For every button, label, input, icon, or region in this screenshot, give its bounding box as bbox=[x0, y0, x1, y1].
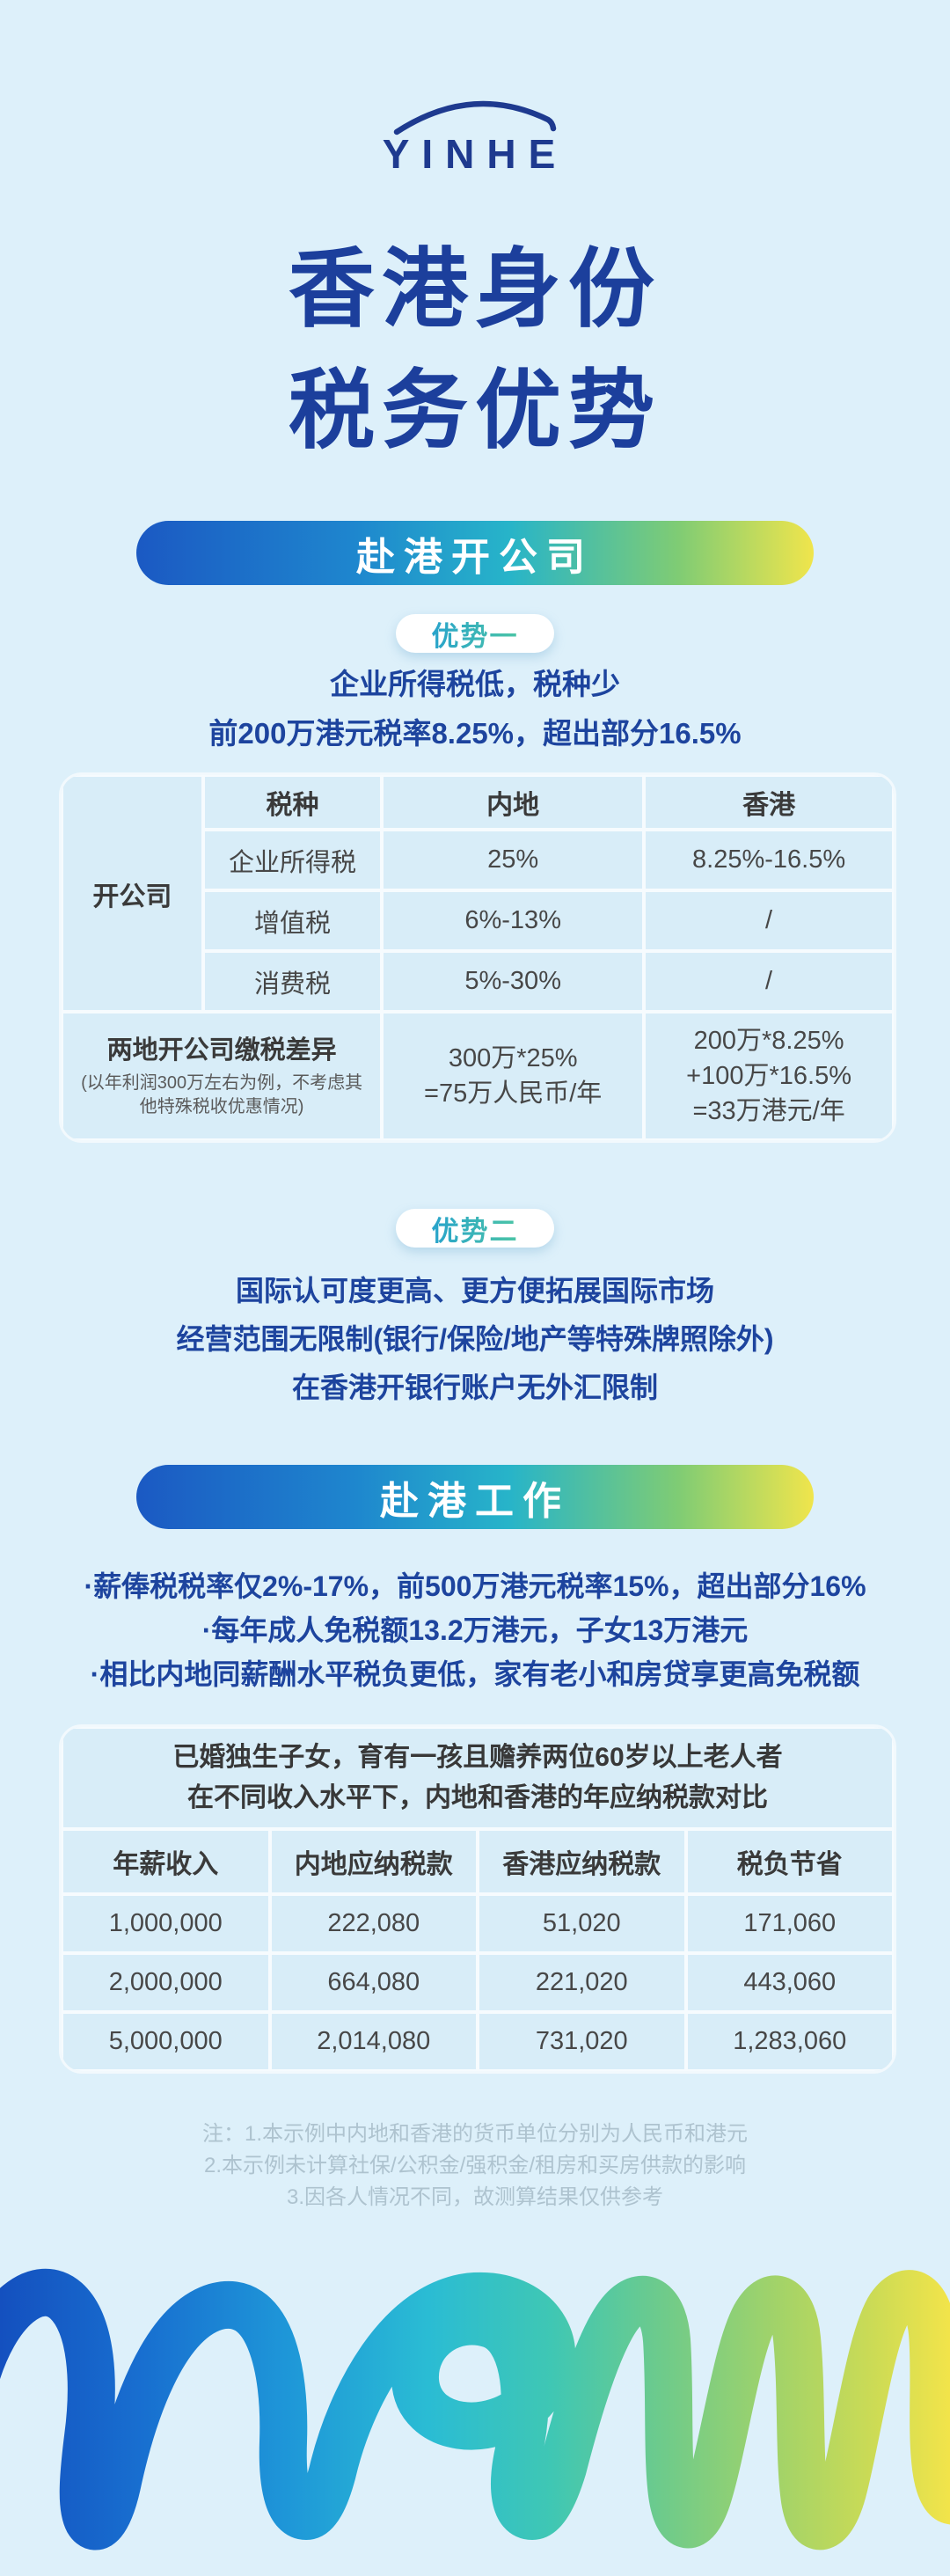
footnote-line: 3.因各人情况不同，故测算结果仅供参考 bbox=[286, 2185, 663, 2209]
table-cell: / bbox=[644, 951, 894, 1012]
table-cell: 6%-13% bbox=[382, 890, 645, 951]
table-group-label: 开公司 bbox=[62, 775, 203, 1012]
table-summary-row: 两地开公司缴税差异 (以年利润300万左右为例，不考虑其他特殊税收优惠情况) 3… bbox=[62, 1012, 894, 1140]
table-cell: 2,000,000 bbox=[62, 1953, 270, 2012]
table-cell: 25% bbox=[382, 830, 645, 890]
script-word-new-graphic bbox=[0, 2268, 950, 2550]
work-bullet: ·相比内地同薪酬水平税负更低，家有老小和房贷享更高免税额 bbox=[90, 1658, 860, 1690]
logo-arc-icon bbox=[393, 100, 557, 135]
advantage-one-label: 优势一 bbox=[432, 614, 519, 654]
section-banner-company: 赴港开公司 bbox=[136, 521, 814, 585]
table-cell: 222,080 bbox=[269, 1894, 478, 1953]
advantage-one-pill: 优势一 bbox=[396, 614, 554, 653]
table-cell: 2,014,080 bbox=[269, 2012, 478, 2071]
summary-hongkong-line: +100万*16.5% bbox=[686, 1062, 851, 1090]
table-cell: 171,060 bbox=[685, 1894, 894, 1953]
advantage-two-line1: 国际认可度更高、更方便拓展国际市场 bbox=[235, 1275, 714, 1306]
table-cell: 增值税 bbox=[202, 890, 383, 951]
table-cell: 5%-30% bbox=[382, 951, 645, 1012]
advantage-two-pill: 优势二 bbox=[396, 1209, 554, 1248]
table-cell: 731,020 bbox=[478, 2012, 686, 2071]
advantage-one-line1: 企业所得税低，税种少 bbox=[330, 668, 620, 700]
logo-text: YINHE bbox=[382, 131, 568, 177]
table-row: 消费税 5%-30% / bbox=[62, 951, 894, 1012]
table-cell: 443,060 bbox=[685, 1953, 894, 2012]
section-banner-company-label: 赴港开公司 bbox=[356, 535, 594, 579]
summary-mainland-line: =75万人民币/年 bbox=[424, 1079, 603, 1108]
table-caption-cell: 已婚独生子女，育有一孩且赡养两位60岁以上老人者 在不同收入水平下，内地和香港的… bbox=[62, 1727, 894, 1829]
table-row: 5,000,000 2,014,080 731,020 1,283,060 bbox=[62, 2012, 894, 2071]
summary-hongkong-line: 200万*8.25% bbox=[693, 1027, 844, 1055]
table-row: 增值税 6%-13% / bbox=[62, 890, 894, 951]
work-bullet: ·薪俸税税率仅2%-17%，前500万港元税率15%，超出部分16% bbox=[84, 1570, 866, 1602]
summary-mainland-cell: 300万*25% =75万人民币/年 bbox=[382, 1012, 645, 1140]
company-tax-table: 开公司 税种 内地 香港 企业所得税 25% 8.25%-16.5% 增值税 6… bbox=[59, 772, 896, 1143]
table-summary-label-cell: 两地开公司缴税差异 (以年利润300万左右为例，不考虑其他特殊税收优惠情况) bbox=[62, 1012, 383, 1140]
table-cell: 1,000,000 bbox=[62, 1894, 270, 1953]
summary-title: 两地开公司缴税差异 bbox=[106, 1036, 337, 1065]
table-cell: 8.25%-16.5% bbox=[644, 830, 894, 890]
advantage-one-text: 企业所得税低，税种少 前200万港元税率8.25%，超出部分16.5% bbox=[0, 660, 950, 758]
advantage-two-line2: 经营范围无限制(银行/保险/地产等特殊牌照除外) bbox=[176, 1323, 774, 1355]
table-caption-line1: 已婚独生子女，育有一孩且赡养两位60岁以上老人者 bbox=[172, 1743, 783, 1772]
footnote-line: 注：1.本示例中内地和香港的货币单位分别为人民币和港元 bbox=[201, 2122, 748, 2146]
table-row: 1,000,000 222,080 51,020 171,060 bbox=[62, 1894, 894, 1953]
table-header-saving: 税负节省 bbox=[685, 1829, 894, 1894]
summary-hongkong-cell: 200万*8.25% +100万*16.5% =33万港元/年 bbox=[644, 1012, 894, 1140]
table-cell: 51,020 bbox=[478, 1894, 686, 1953]
footnotes: 注：1.本示例中内地和香港的货币单位分别为人民币和港元 2.本示例未计算社保/公… bbox=[0, 2119, 950, 2214]
table-cell: 1,283,060 bbox=[685, 2012, 894, 2071]
section-banner-work: 赴港工作 bbox=[136, 1465, 814, 1529]
table-row: 企业所得税 25% 8.25%-16.5% bbox=[62, 830, 894, 890]
summary-hongkong-line: =33万港元/年 bbox=[692, 1097, 845, 1125]
table-header-tax-type: 税种 bbox=[202, 775, 383, 830]
script-word-new-path bbox=[0, 2268, 950, 2550]
table-header-mainland-tax: 内地应纳税款 bbox=[269, 1829, 478, 1894]
advantage-two-text: 国际认可度更高、更方便拓展国际市场 经营范围无限制(银行/保险/地产等特殊牌照除… bbox=[0, 1267, 950, 1412]
table-row: 2,000,000 664,080 221,020 443,060 bbox=[62, 1953, 894, 2012]
page-title-line1: 香港身份 bbox=[288, 240, 661, 337]
work-bullet-list: ·薪俸税税率仅2%-17%，前500万港元税率15%，超出部分16% ·每年成人… bbox=[0, 1564, 950, 1696]
table-cell: / bbox=[644, 890, 894, 951]
table-cell: 企业所得税 bbox=[202, 830, 383, 890]
summary-note: (以年利润300万左右为例，不考虑其他特殊税收优惠情况) bbox=[81, 1073, 363, 1116]
table-header-hk-tax: 香港应纳税款 bbox=[478, 1829, 686, 1894]
footnote-line: 2.本示例未计算社保/公积金/强积金/租房和买房供款的影响 bbox=[203, 2154, 747, 2177]
section-banner-work-label: 赴港工作 bbox=[380, 1479, 570, 1523]
work-bullet: ·每年成人免税额13.2万港元，子女13万港元 bbox=[201, 1614, 749, 1646]
advantage-one-line2: 前200万港元税率8.25%，超出部分16.5% bbox=[208, 717, 742, 750]
salary-tax-table: 已婚独生子女，育有一孩且赡养两位60岁以上老人者 在不同收入水平下，内地和香港的… bbox=[59, 1724, 896, 2074]
table-header-hongkong: 香港 bbox=[644, 775, 894, 830]
page-title-line2: 税务优势 bbox=[288, 362, 661, 458]
table-caption-line2: 在不同收入水平下，内地和香港的年应纳税款对比 bbox=[187, 1783, 768, 1812]
table-cell: 221,020 bbox=[478, 1953, 686, 2012]
logo: YINHE bbox=[0, 95, 950, 178]
table-header-mainland: 内地 bbox=[382, 775, 645, 830]
table-header-salary: 年薪收入 bbox=[62, 1829, 270, 1894]
summary-mainland-line: 300万*25% bbox=[448, 1044, 578, 1072]
table-cell: 664,080 bbox=[269, 1953, 478, 2012]
advantage-two-label: 优势二 bbox=[432, 1209, 519, 1248]
advantage-two-line3: 在香港开银行账户无外汇限制 bbox=[291, 1372, 658, 1403]
table-cell: 消费税 bbox=[202, 951, 383, 1012]
table-cell: 5,000,000 bbox=[62, 2012, 270, 2071]
